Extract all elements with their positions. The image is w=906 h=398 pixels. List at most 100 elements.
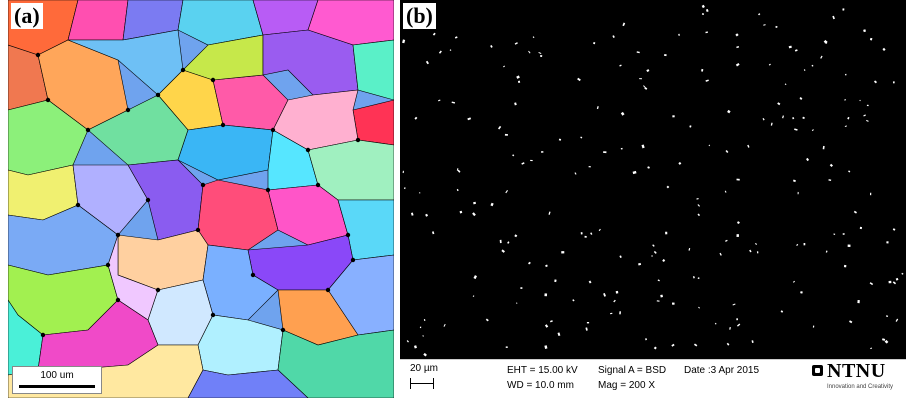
grain-boundary-spot [145,197,151,203]
precipitate-particle [870,347,873,350]
precipitate-particle [751,340,754,343]
precipitate-particle [490,45,493,48]
precipitate-particle [516,302,518,304]
precipitate-particle [647,166,650,169]
precipitate-particle [512,154,515,157]
precipitate-particle [729,326,731,330]
precipitate-particle [603,151,607,154]
precipitate-particle [803,243,806,246]
precipitate-particle [747,144,750,148]
precipitate-particle [636,51,640,54]
precipitate-particle [503,65,506,68]
grain-boundary-spot [355,137,361,143]
grain-boundary-spot [265,187,271,193]
ebsd-grain [177,124,274,181]
precipitate-particle [507,241,510,244]
precipitate-particle [538,52,542,55]
precipitate-particle [662,258,666,263]
precipitate-particle [615,290,619,294]
precipitate-particle [736,323,741,327]
precipitate-particle [516,75,520,79]
precipitate-particle [873,80,878,84]
precipitate-particle [794,128,798,131]
precipitate-particle [517,80,521,83]
precipitate-particle [456,168,459,171]
precipitate-particle [402,39,406,44]
precipitate-particle [780,310,784,313]
precipitate-particle [882,338,886,341]
date-value: Date :3 Apr 2015 [684,365,760,376]
eht-value: EHT = 15.00 kV [507,365,578,376]
precipitate-particle [619,64,622,67]
precipitate-particle [490,202,494,207]
precipitate-particle [859,226,863,230]
precipitate-particle [725,150,729,154]
precipitate-particle [678,33,680,36]
precipitate-particle [485,318,489,322]
precipitate-particle [697,204,701,207]
precipitate-particle [869,192,872,196]
precipitate-particle [770,122,773,126]
ebsd-grain [187,369,309,398]
precipitate-particle [705,79,709,82]
precipitate-particle [726,342,730,346]
precipitate-particle [438,99,441,102]
ebsd-grain [67,0,129,41]
precipitate-particle [714,322,717,325]
precipitate-particle [473,275,478,280]
precipitate-particle [423,352,427,357]
precipitate-particle [672,115,675,118]
precipitate-particle [812,325,815,328]
signal-value: Signal A = BSD [598,365,667,376]
precipitate-particle [736,45,740,49]
grain-boundary-spot [40,332,46,338]
precipitate-particle [610,312,613,315]
ebsd-map-panel: (a) 100 um [8,0,394,398]
precipitate-particle [540,55,543,58]
precipitate-particle [811,64,814,67]
precipitate-particle [688,248,691,251]
mag-value: Mag = 200 X [598,380,655,391]
precipitate-particle [869,37,873,41]
precipitate-particle [432,32,436,36]
precipitate-particle [449,49,452,51]
precipitate-particle [792,179,796,183]
precipitate-particle [414,116,418,120]
precipitate-particle [775,25,778,29]
grain-boundary-spot [200,182,206,188]
panel-a-scale-label: 100 um [40,370,74,381]
precipitate-particle [413,345,417,349]
precipitate-particle [844,125,847,128]
precipitate-particle [632,170,637,175]
grain-boundary-spot [85,127,91,133]
precipitate-particle [762,117,765,121]
precipitate-particle [528,50,531,54]
precipitate-particle [596,106,599,110]
precipitate-particle [467,117,472,121]
precipitate-particle [749,249,752,253]
precipitate-particle [803,69,806,71]
precipitate-particle [504,133,508,136]
precipitate-particle [853,210,857,214]
precipitate-particle [844,73,847,76]
precipitate-particle [842,8,845,11]
precipitate-particle [823,39,828,44]
precipitate-particle [473,201,476,205]
precipitate-particle [859,99,861,102]
precipitate-particle [882,47,886,51]
precipitate-particle [652,244,655,247]
grain-boundary-spot [125,107,131,113]
precipitate-particle [544,293,548,297]
precipitate-particle [886,241,889,244]
ntnu-logo-icon [812,365,823,376]
precipitate-particle [598,228,601,232]
precipitate-particle [554,279,557,283]
precipitate-particle [777,102,781,106]
precipitate-particle [735,63,740,67]
precipitate-particle [574,172,577,175]
precipitate-particle [822,145,825,150]
precipitate-particle [580,136,583,139]
precipitate-particle [422,335,424,337]
precipitate-particle [499,239,502,244]
precipitate-particle [572,299,575,302]
